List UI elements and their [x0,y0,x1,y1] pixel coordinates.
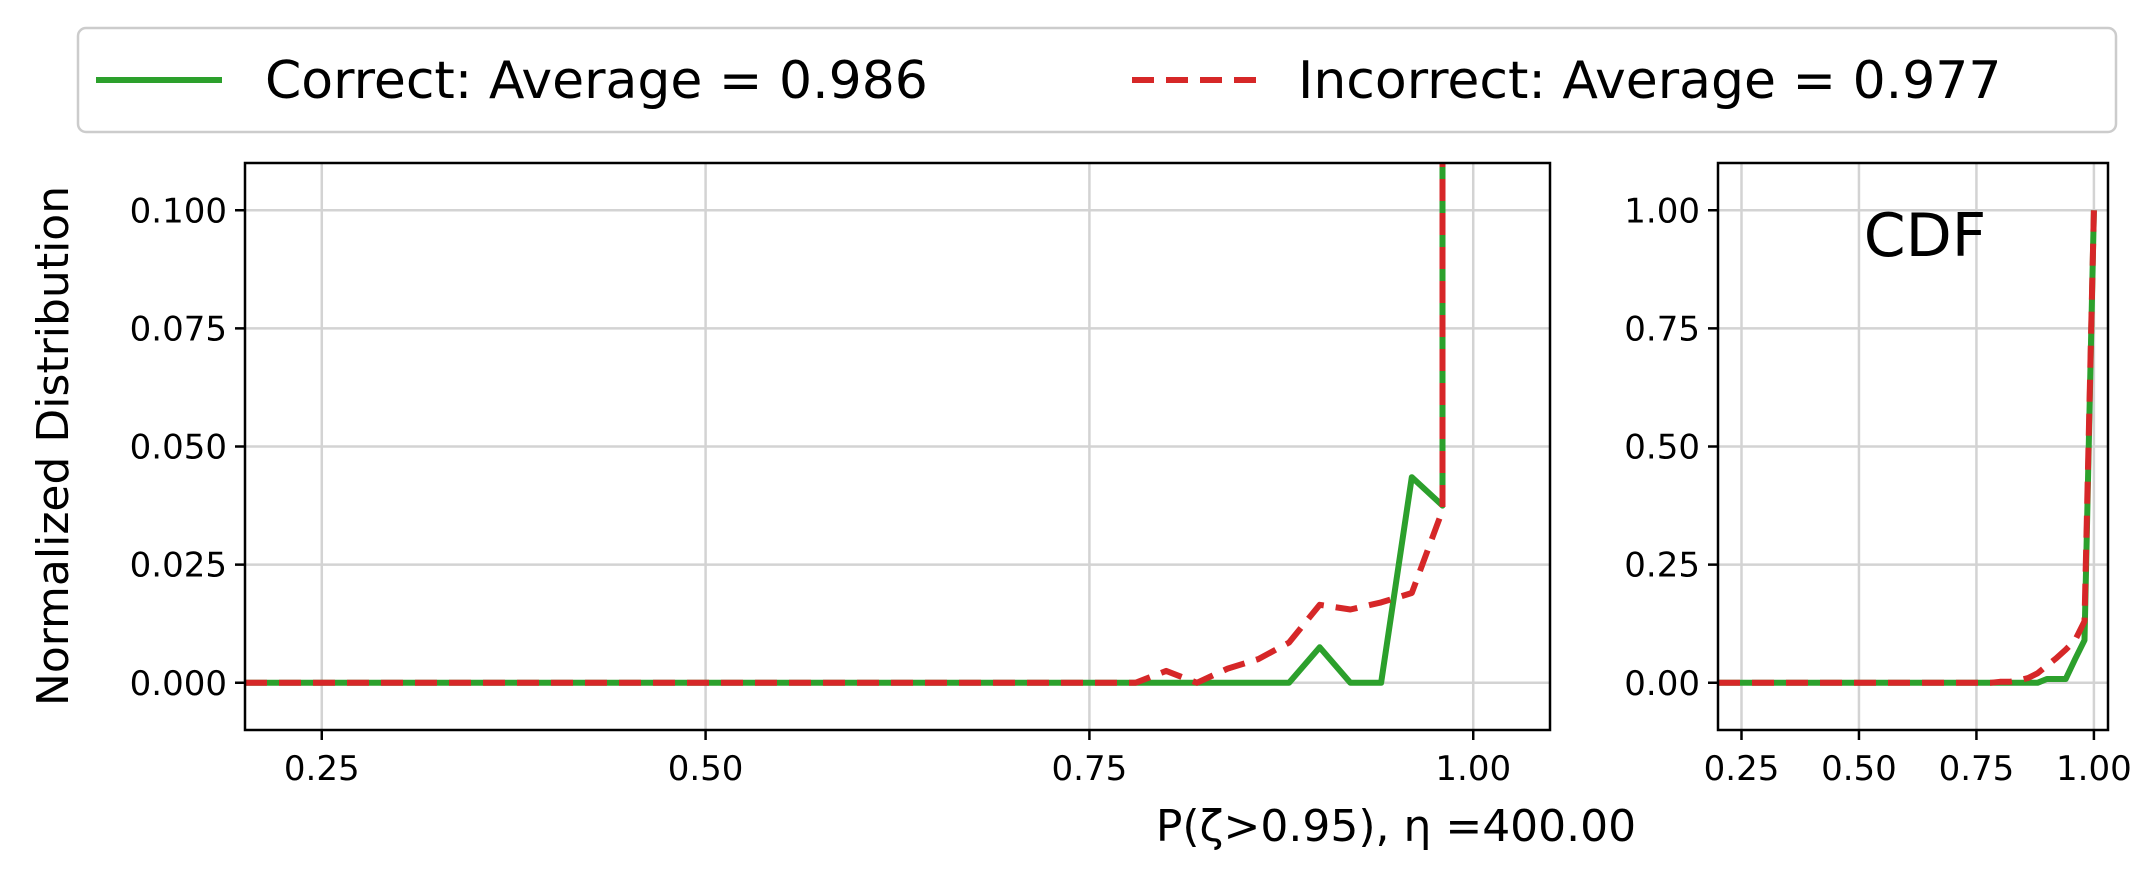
main-series-lines [245,163,1446,686]
main-series-correct-line [245,163,1446,686]
legend-label-correct: Correct: Average = 0.986 [265,51,928,111]
main-series-incorrect-line [245,163,1446,686]
main-y-tick-label: 0.000 [130,664,227,704]
cdf-series-correct-line [1718,210,2097,686]
legend-frame [76,26,2118,134]
cdf-panel: CDF 0.25 0.50 0.75 1.00 0.00 0.25 0.50 0.75 1.00 [1624,161,2132,789]
cdf-y-tick-label: 0.75 [1624,309,1700,349]
main-y-tick-label: 0.025 [130,546,227,586]
cdf-y-tick-label: 0.25 [1624,546,1700,586]
legend: Correct: Average = 0.986 Incorrect: Aver… [76,26,2118,134]
cdf-x-tick-label: 1.00 [2056,749,2132,789]
cdf-x-tick-label: 0.75 [1939,749,2015,789]
cdf-series-incorrect-line [1718,210,2097,686]
legend-label-incorrect: Incorrect: Average = 0.977 [1298,51,2001,111]
cdf-series-lines [1718,210,2097,686]
cdf-y-tick-label: 0.50 [1624,428,1700,468]
main-x-tick-label: 0.25 [284,749,360,789]
cdf-x-tick-label: 0.50 [1821,749,1897,789]
main-y-tick-label: 0.050 [130,428,227,468]
main-x-tick-label: 1.00 [1435,749,1511,789]
cdf-ticks: 0.25 0.50 0.75 1.00 0.00 0.25 0.50 0.75 1.00 [1624,191,2131,789]
cdf-y-tick-label: 1.00 [1624,191,1700,231]
main-gridlines [245,163,1550,730]
main-x-tick-label: 0.50 [668,749,744,789]
main-y-tick-label: 0.100 [130,191,227,231]
main-ticks: 0.25 0.50 0.75 1.00 0.000 0.025 0.050 0.075 0.10… [130,191,1511,789]
cdf-x-tick-label: 0.25 [1704,749,1780,789]
main-y-tick-label: 0.075 [130,309,227,349]
main-x-axis-label: P(ζ>0.95), η =400.00 [1156,801,1636,852]
main-y-axis-label: Normalized Distribution [28,186,79,706]
cdf-annotation: CDF [1864,201,1987,271]
main-panel: 0.25 0.50 0.75 1.00 0.000 0.025 0.050 0.075 0.10… [28,161,1636,852]
cdf-y-tick-label: 0.00 [1624,664,1700,704]
main-x-tick-label: 0.75 [1052,749,1128,789]
